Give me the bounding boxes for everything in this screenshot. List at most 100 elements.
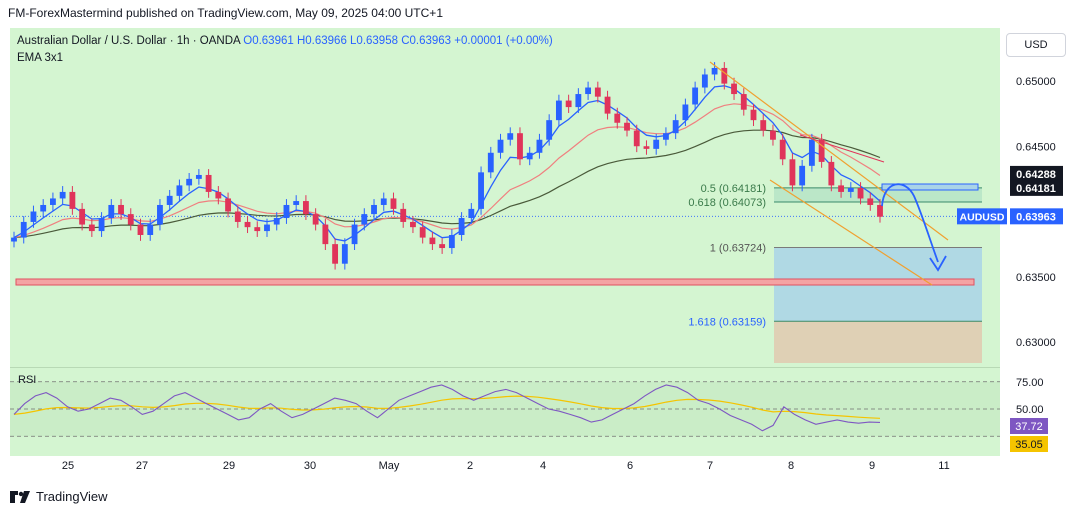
candle-body: [857, 188, 864, 199]
price-label-text: 0.64288: [1016, 169, 1056, 181]
candle-body: [828, 161, 835, 186]
fib-retracement-zone: [774, 187, 982, 202]
rsi-axis-tick: 75.00: [1016, 377, 1044, 389]
price-label-bg: [1010, 165, 1063, 182]
resistance-line: [799, 134, 885, 163]
price-tag-bg: [957, 208, 1007, 225]
fib-level-label: 1.618 (0.63159): [688, 316, 766, 328]
candle-body: [692, 87, 699, 105]
candle-body: [750, 109, 757, 121]
candle-body: [400, 208, 407, 222]
rsi-value-bg: [1010, 418, 1048, 434]
candle-body: [711, 67, 718, 75]
time-axis-tick: 25: [62, 460, 74, 472]
candle-body: [818, 139, 825, 162]
price-axis-tick: 0.63000: [1016, 337, 1056, 349]
fib-level-label: 0.5 (0.64181): [701, 183, 766, 195]
price-axis-label: AUDUSD 0.63963: [957, 208, 1063, 225]
candle-body: [390, 198, 397, 209]
time-axis-tick: 2: [467, 460, 473, 472]
time-axis-tick: May: [379, 460, 400, 472]
price-label-bg: [1010, 208, 1063, 225]
candle-body: [147, 224, 154, 235]
candle-body: [371, 204, 377, 215]
candle-body: [643, 146, 650, 149]
currency-button[interactable]: USD: [1006, 33, 1066, 57]
time-axis-tick: 9: [869, 460, 875, 472]
candle-body: [847, 188, 854, 192]
candle-body: [157, 204, 163, 225]
candle-body: [312, 214, 319, 225]
candle-body: [176, 185, 183, 196]
candle-body: [20, 221, 27, 238]
indicator-label: EMA 3x1: [17, 52, 64, 64]
time-axis-tick: 8: [788, 460, 794, 472]
candle-body: [458, 218, 465, 235]
footer-brand: TradingView: [10, 489, 108, 504]
candle-body: [448, 234, 455, 249]
candle-body: [507, 133, 514, 140]
candle-body: [351, 224, 358, 245]
ema-slow-line: [13, 129, 881, 239]
candle-body: [283, 204, 290, 219]
candle-body: [79, 208, 86, 225]
candle-body: [40, 204, 47, 212]
candle-body: [11, 237, 17, 242]
candle-body: [195, 174, 202, 179]
price-axis-tick: 0.64500: [1016, 141, 1056, 153]
rsi-value-label: 37.72: [1015, 421, 1043, 433]
candle-body: [69, 191, 76, 209]
candle-body: [701, 74, 708, 88]
candle-body: [536, 139, 543, 153]
candle-body: [30, 211, 37, 222]
candle-body: [799, 165, 806, 186]
footer-brand-label: TradingView: [36, 489, 108, 504]
candle-body: [633, 130, 640, 147]
price-axis-label: 0.64288: [1010, 165, 1063, 182]
fib-extension-zone: [774, 321, 982, 363]
candle-body: [186, 178, 193, 186]
candle-body: [225, 198, 231, 212]
candle-body: [50, 198, 56, 205]
candle-body: [867, 198, 874, 205]
publisher-line: FM-ForexMastermind published on TradingV…: [8, 6, 443, 20]
candle-body: [779, 139, 786, 160]
candle-body: [98, 218, 105, 232]
candle-body: [585, 87, 592, 95]
candle-body: [108, 204, 115, 219]
time-axis-tick: 4: [540, 460, 546, 472]
candle-body: [740, 94, 747, 110]
symbol-title: Australian Dollar / U.S. Dollar · 1h · O…: [17, 35, 241, 47]
price-label-text: 0.64181: [1016, 183, 1056, 195]
candle-body: [653, 139, 660, 149]
candle-body: [604, 96, 611, 114]
candle-body: [254, 227, 261, 232]
candle-body: [497, 139, 504, 153]
candle-body: [332, 244, 339, 264]
candle-body: [760, 120, 767, 131]
candle-body: [663, 133, 669, 140]
candle-body: [234, 211, 241, 222]
candle-body: [88, 224, 95, 232]
time-axis-tick: 30: [304, 460, 316, 472]
candle-body: [215, 191, 222, 199]
channel-upper-line: [709, 61, 949, 241]
candle-body: [594, 87, 601, 97]
fib-level-label: 1 (0.63724): [710, 243, 766, 255]
legend-line: Australian Dollar / U.S. Dollar · 1h · O…: [17, 35, 553, 47]
candle-body: [672, 120, 679, 134]
rsi-axis-tick: 50.00: [1016, 404, 1044, 416]
candle-body: [127, 214, 134, 225]
candle-body: [877, 204, 883, 217]
price-axis-tick: 0.65000: [1016, 76, 1056, 88]
candle-body: [273, 218, 280, 225]
price-label-text: 0.63963: [1016, 211, 1056, 223]
candle-body: [478, 172, 484, 209]
price-axis-label: 0.64181: [1010, 179, 1063, 196]
candle-body: [419, 227, 426, 238]
rsi-value-label: 35.05: [1015, 439, 1043, 451]
candle-body: [808, 139, 815, 166]
price-label-bg: [1010, 179, 1063, 196]
rsi-value-bg: [1010, 436, 1048, 452]
